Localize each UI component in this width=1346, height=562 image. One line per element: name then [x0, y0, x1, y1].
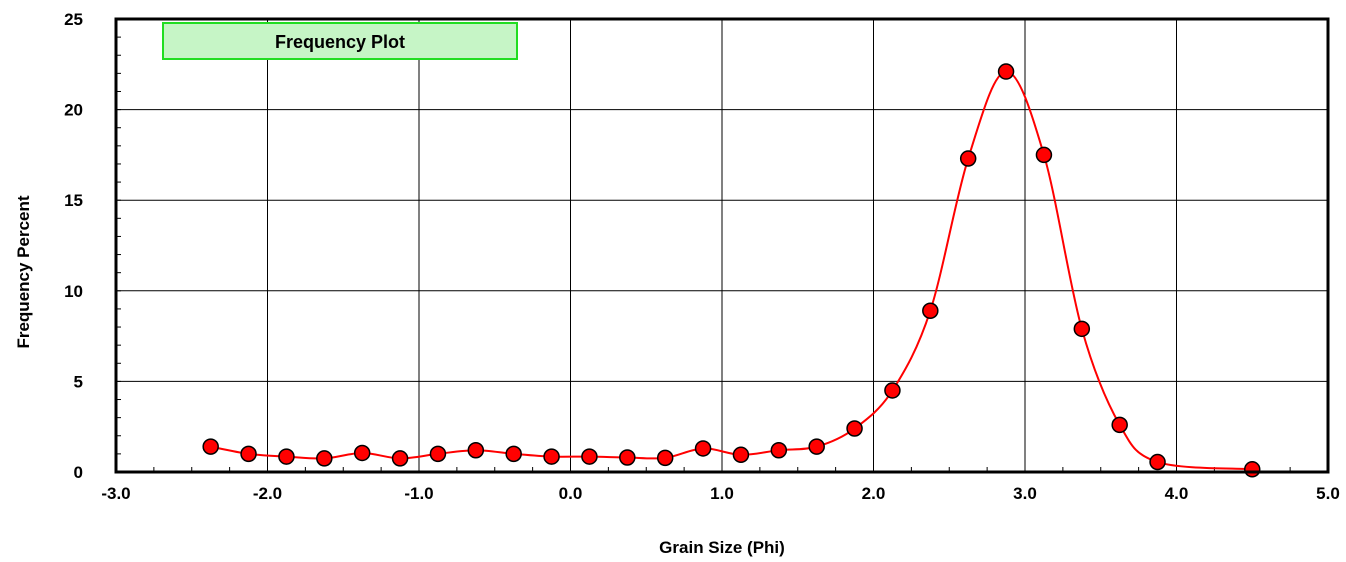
plot-area-border: [114, 17, 1330, 474]
x-tick-label-1: -2.0: [253, 484, 282, 503]
series-line-0: [210, 70, 1253, 471]
data-point-20: [959, 150, 977, 167]
series-curve-layer: [210, 70, 1253, 471]
data-point-14: [732, 446, 750, 464]
data-point-15: [770, 442, 788, 459]
data-point-5: [391, 450, 409, 467]
data-point-4: [353, 444, 371, 462]
data-point-24: [1111, 416, 1128, 434]
data-point-19: [922, 302, 939, 319]
x-tick-label-8: 5.0: [1316, 484, 1340, 503]
x-tick-label-7: 4.0: [1165, 484, 1189, 503]
data-point-7: [467, 442, 485, 459]
data-point-11: [619, 449, 636, 466]
data-point-21: [997, 63, 1015, 80]
data-point-22: [1035, 146, 1053, 164]
data-point-16: [808, 438, 825, 455]
data-point-10: [581, 448, 598, 465]
data-points: [202, 63, 1261, 478]
title-box: Frequency Plot: [162, 22, 518, 60]
x-tick-label-4: 1.0: [710, 484, 734, 503]
x-axis-title: Grain Size (Phi): [659, 538, 785, 557]
y-tick-label-4: 20: [64, 101, 83, 120]
x-tick-label-2: -1.0: [404, 484, 433, 503]
data-point-18: [884, 382, 901, 399]
x-tick-labels: -3.0 -2.0 -1.0 0.0 1.0 2.0 3.0 4.0 5.0: [101, 484, 1339, 503]
grid-lines: [115, 18, 1329, 473]
chart-title: Frequency Plot: [275, 32, 405, 52]
data-point-0: [202, 438, 219, 455]
data-point-23: [1073, 320, 1091, 338]
data-point-25: [1149, 453, 1166, 471]
x-tick-label-3: 0.0: [559, 484, 583, 503]
data-point-12: [656, 449, 674, 467]
y-tick-label-2: 10: [64, 282, 83, 301]
y-tick-label-5: 25: [64, 10, 83, 29]
data-point-9: [543, 448, 560, 465]
x-tick-label-5: 2.0: [862, 484, 886, 503]
x-tick-label-0: -3.0: [101, 484, 130, 503]
data-point-17: [846, 420, 863, 437]
x-tick-label-6: 3.0: [1013, 484, 1037, 503]
data-point-26: [1244, 461, 1261, 478]
y-tick-label-0: 0: [74, 463, 83, 482]
data-point-13: [694, 440, 712, 457]
y-axis-title: Frequency Percent: [14, 195, 33, 348]
y-tick-labels: 0 5 10 15 20 25: [64, 10, 83, 482]
data-point-6: [429, 445, 447, 463]
data-point-8: [505, 445, 522, 463]
data-point-1: [240, 445, 257, 463]
y-tick-label-3: 15: [64, 191, 83, 210]
y-tick-label-1: 5: [74, 372, 83, 391]
data-point-2: [278, 448, 295, 465]
data-point-3: [316, 450, 333, 467]
